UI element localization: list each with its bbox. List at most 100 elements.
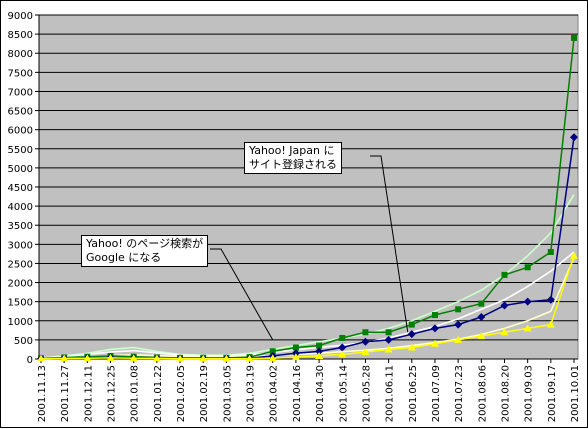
data-point	[269, 348, 276, 355]
y-tick-label: 8500	[8, 30, 33, 41]
x-tick-label: 2001.07.09	[431, 365, 442, 422]
annotation-google-leader	[210, 248, 274, 341]
data-point	[385, 329, 392, 336]
data-point	[407, 343, 416, 351]
y-tick-label: 5000	[8, 164, 33, 175]
annotation-yahoo-japan-line-2: サイト登録される	[249, 158, 337, 171]
data-point	[338, 343, 347, 352]
data-point	[222, 354, 231, 362]
data-point	[570, 251, 578, 259]
data-point	[407, 330, 416, 339]
y-tick-label: 6000	[8, 126, 33, 137]
annotation-google: Yahoo! のページ検索が Google になる	[81, 235, 209, 267]
data-point	[477, 312, 486, 321]
annotation-yahoo-japan-leader	[370, 155, 409, 333]
annotation-yahoo-japan-line-1: Yahoo! Japan に	[249, 144, 335, 157]
annotation-google-line-2: Google になる	[86, 251, 162, 264]
trendline-2	[40, 257, 575, 360]
y-tick-label: 1000	[8, 317, 33, 328]
trendline-1	[40, 251, 575, 359]
x-tick-label: 2001.04.16	[292, 365, 303, 422]
data-point	[524, 264, 531, 271]
x-tick-label: 2001.08.06	[477, 365, 488, 422]
y-tick-label: 5500	[8, 145, 33, 156]
y-tick-label: 2500	[8, 259, 33, 270]
data-point	[37, 354, 45, 362]
x-tick-label: 2001.08.20	[500, 365, 511, 422]
x-tick-label: 2001.02.05	[176, 365, 187, 422]
data-point	[361, 348, 370, 356]
data-point	[60, 354, 69, 362]
x-tick-label: 2001.06.11	[385, 365, 396, 422]
x-tick-label: 2001.11.27	[60, 365, 71, 422]
data-point	[338, 350, 347, 358]
x-tick-label: 2001.04.30	[315, 365, 326, 422]
x-tick-label: 2001.12.11	[83, 365, 94, 422]
x-tick-label: 2001.09.17	[547, 365, 558, 422]
data-point	[315, 351, 324, 359]
data-point	[362, 329, 369, 336]
data-point	[478, 300, 485, 307]
data-point	[430, 339, 439, 347]
y-tick-label: 4000	[8, 202, 33, 213]
x-tick-label: 2001.11.13	[37, 365, 48, 422]
annotation-google-line-1: Yahoo! のページ検索が	[86, 237, 204, 250]
y-tick-label: 3000	[8, 240, 33, 251]
y-tick-label: 1500	[8, 298, 33, 309]
data-point	[199, 354, 208, 362]
data-point	[523, 297, 532, 306]
y-tick-label: 4500	[8, 183, 33, 194]
data-point	[430, 324, 439, 333]
series-line-0	[40, 37, 575, 359]
data-point	[455, 306, 462, 313]
y-tick-label: 9000	[8, 11, 33, 22]
data-point	[292, 344, 299, 351]
x-tick-label: 2001.07.23	[454, 365, 465, 422]
data-point	[570, 133, 578, 142]
data-point	[523, 324, 532, 332]
data-point	[268, 354, 277, 362]
x-tick-label: 2001.05.28	[361, 365, 372, 422]
trendline-0	[40, 194, 575, 359]
data-point	[339, 334, 346, 341]
x-tick-label: 2001.01.22	[153, 365, 164, 422]
y-tick-label: 7000	[8, 87, 33, 98]
data-point	[408, 321, 415, 328]
x-tick-label: 2001.04.02	[269, 365, 280, 422]
y-tick-label: 500	[14, 336, 33, 347]
x-tick-label: 2001.03.19	[246, 365, 257, 422]
x-tick-label: 2001.05.14	[338, 365, 349, 422]
annotation-yahoo-japan: Yahoo! Japan に サイト登録される	[244, 142, 342, 174]
x-tick-label: 2001.10.01	[570, 365, 581, 422]
data-point	[315, 347, 324, 356]
x-tick-label: 2001.09.03	[524, 365, 535, 422]
data-point	[176, 354, 185, 362]
data-point	[454, 320, 463, 329]
data-point	[384, 345, 393, 353]
data-point	[571, 34, 577, 41]
data-point	[361, 337, 370, 346]
y-tick-label: 6500	[8, 107, 33, 118]
x-tick-label: 2001.12.25	[107, 365, 118, 422]
x-tick-label: 2001.03.05	[222, 365, 233, 422]
data-point	[546, 295, 555, 304]
series-line-2	[40, 255, 575, 360]
data-point	[152, 354, 161, 362]
data-point	[454, 335, 463, 343]
y-tick-label: 2000	[8, 279, 33, 290]
data-point	[547, 248, 554, 255]
data-point	[83, 354, 92, 362]
data-point	[291, 353, 300, 361]
data-point	[501, 271, 508, 278]
y-tick-label: 3500	[8, 221, 33, 232]
data-point	[431, 312, 438, 319]
data-point	[477, 332, 486, 340]
data-point	[245, 354, 254, 362]
data-point	[500, 328, 509, 336]
x-tick-label: 2001.06.25	[408, 365, 419, 422]
y-tick-label: 8000	[8, 49, 33, 60]
x-tick-label: 2001.01.08	[130, 365, 141, 422]
data-point	[129, 354, 138, 362]
x-tick-label: 2001.02.19	[199, 365, 210, 422]
